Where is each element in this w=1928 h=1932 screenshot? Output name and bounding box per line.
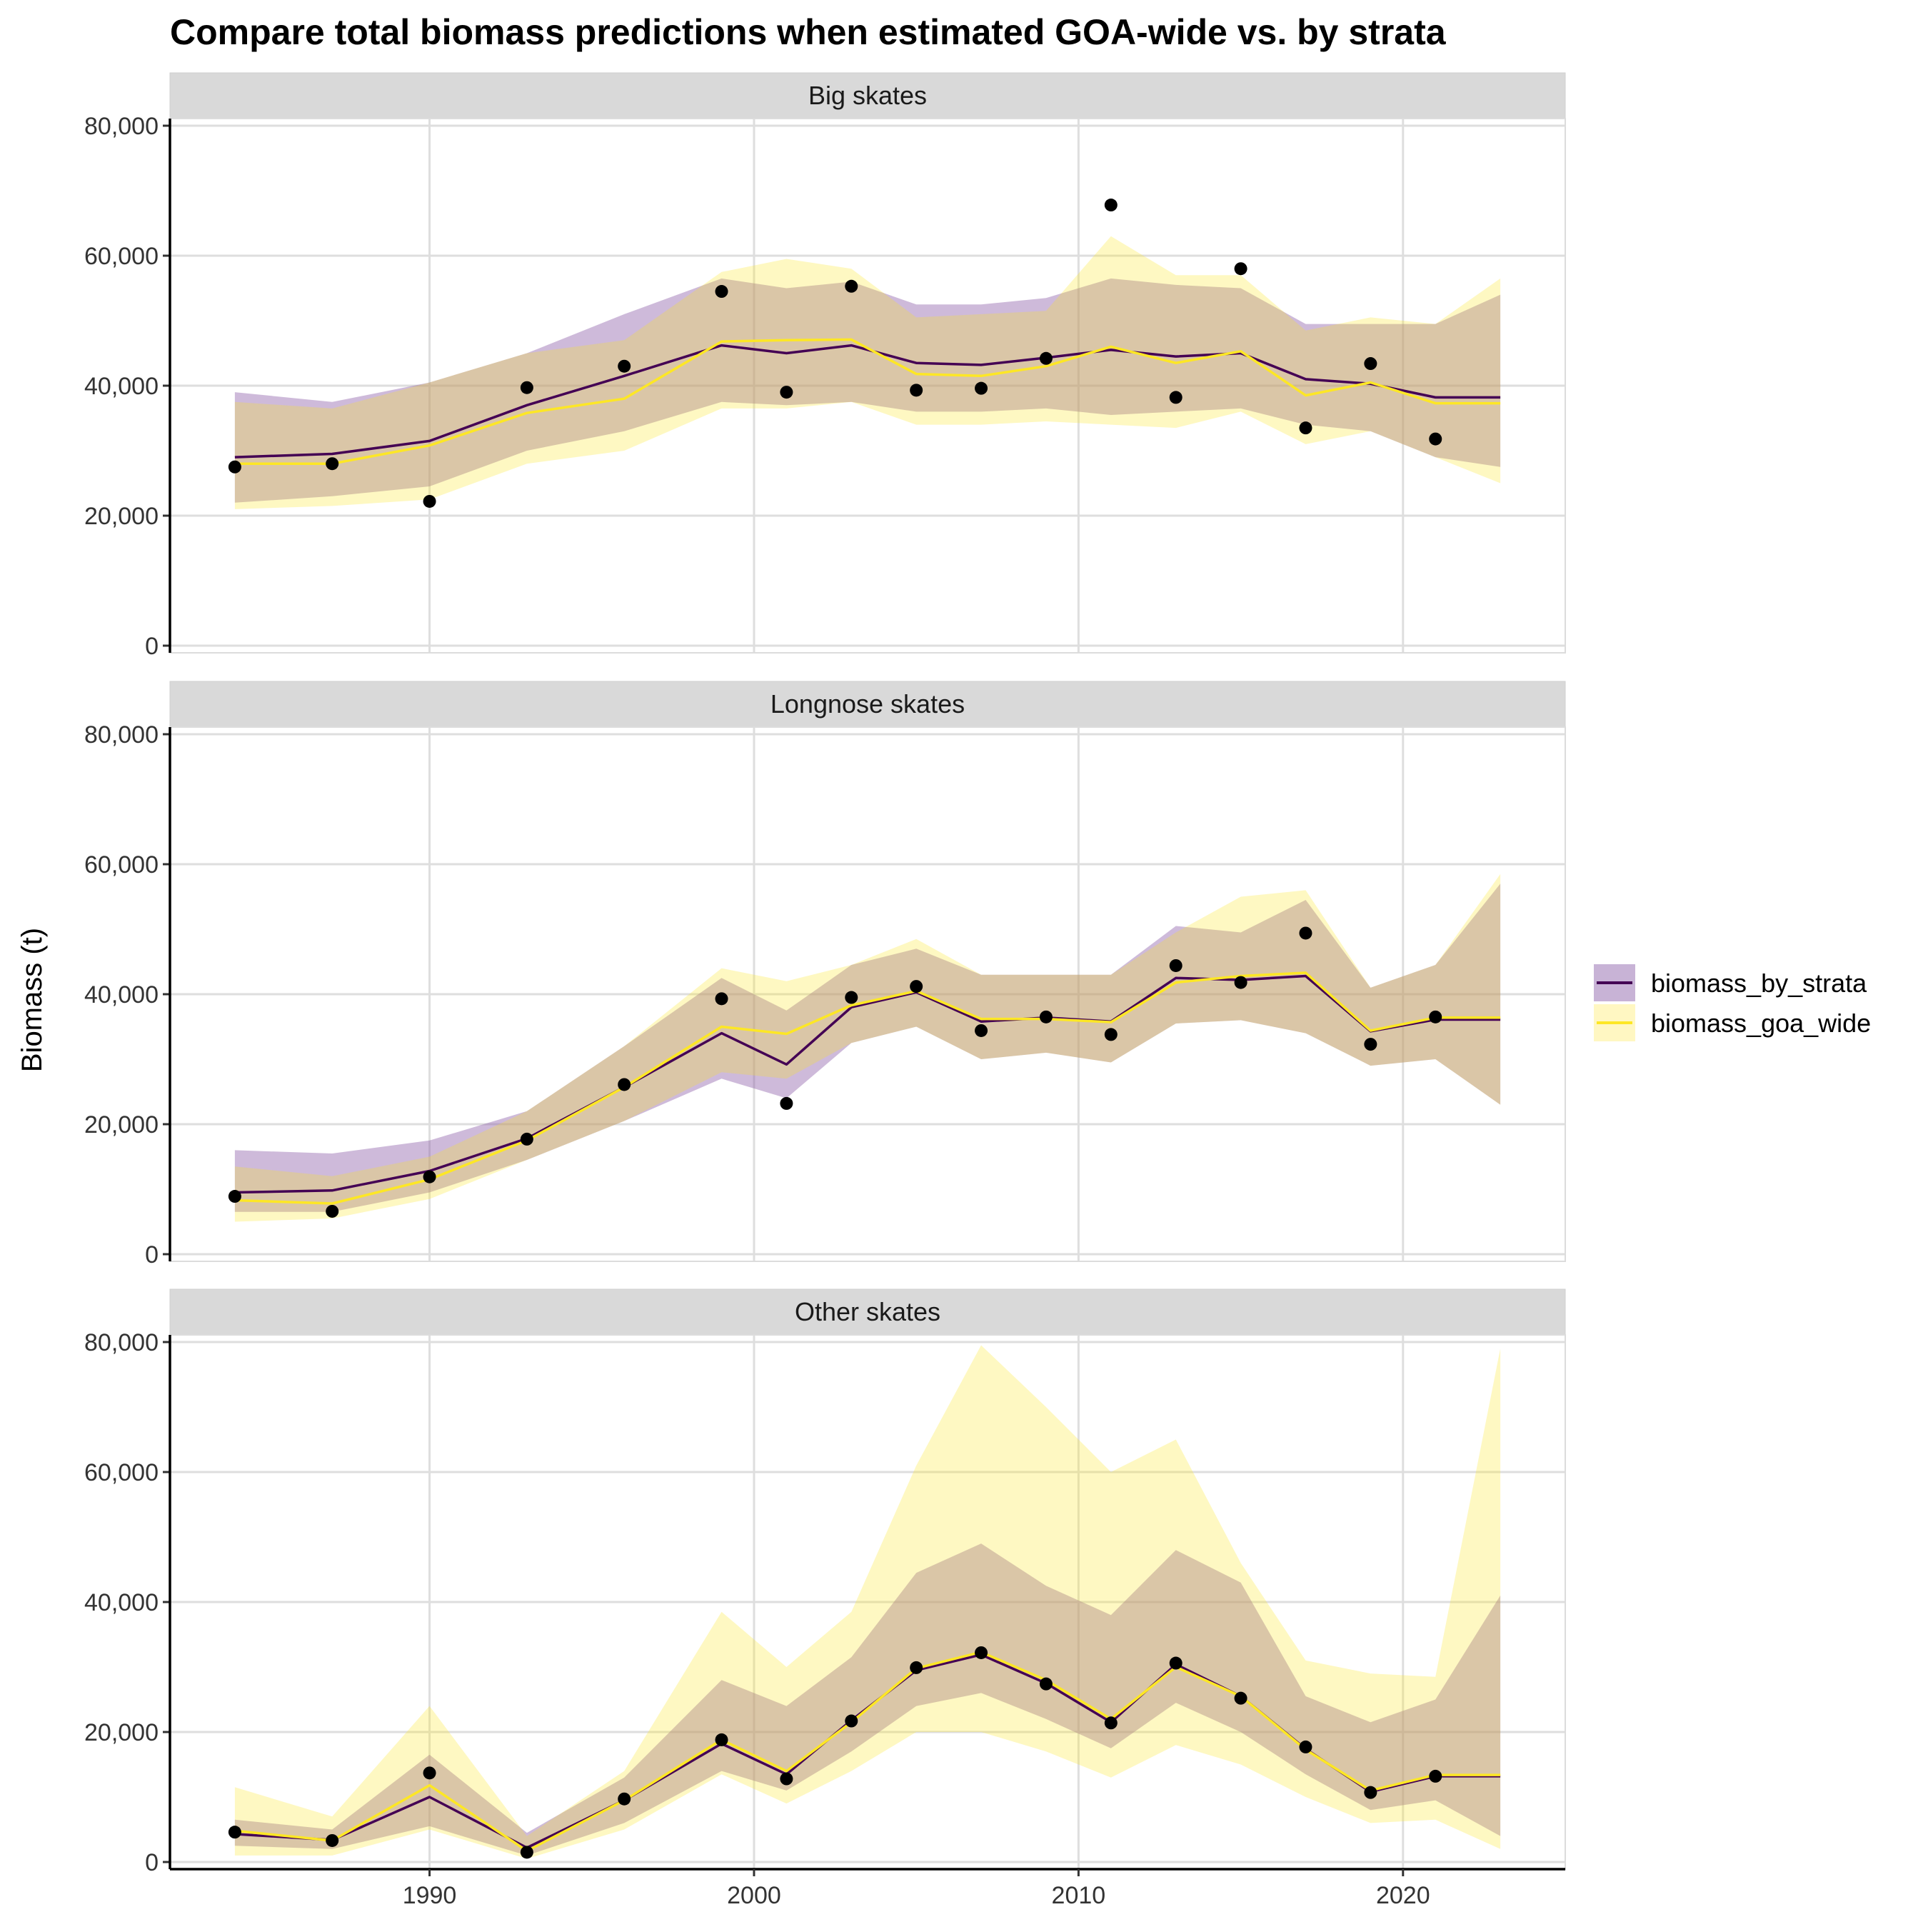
legend-label-biomass-by-strata: biomass_by_strata — [1651, 968, 1867, 998]
panel-other-skates: Other skates 0 20,000 40,000 60,000 80,000 — [84, 1288, 1566, 1876]
y-tick-label-big-skates-40000: 40,000 — [84, 373, 159, 400]
strip-big-skates — [169, 72, 1566, 119]
x-tick-label-2010: 2010 — [1052, 1882, 1106, 1909]
y-tick-label-big-skates-20000: 20,000 — [84, 503, 159, 530]
point-longnose-skates-2001 — [780, 1096, 793, 1110]
point-longnose-skates-2009 — [1039, 1010, 1053, 1023]
point-longnose-skates-1993 — [520, 1132, 533, 1146]
point-big-skates-2011 — [1104, 199, 1118, 212]
ribbon-biomass-by-strata-longnose-skates — [234, 884, 1501, 1212]
point-other-skates-2007 — [975, 1646, 988, 1659]
point-big-skates-2007 — [975, 381, 988, 395]
point-big-skates-2017 — [1299, 421, 1312, 435]
point-other-skates-2013 — [1169, 1656, 1183, 1670]
point-longnose-skates-1990 — [423, 1170, 436, 1183]
line-biomass-goa-wide-big-skates — [234, 338, 1501, 465]
strip-label-big-skates: Big skates — [808, 81, 927, 110]
point-big-skates-2015 — [1234, 262, 1247, 276]
point-other-skates-2005 — [910, 1661, 923, 1674]
strip-label-other-skates: Other skates — [795, 1297, 940, 1326]
x-tick-label-2020: 2020 — [1376, 1882, 1430, 1909]
y-axis-title: Biomass (t) — [16, 928, 48, 1072]
panels: Big skates020,00040,00060,00080,000Longn… — [84, 72, 1566, 1876]
line-biomass-by-strata-longnose-skates — [234, 974, 1501, 1194]
y-tick-label-other-skates-60000: 60,000 — [84, 1459, 159, 1486]
point-other-skates-2021 — [1429, 1769, 1442, 1783]
point-big-skates-1990 — [423, 494, 436, 508]
legend: biomass_by_strata biomass_goa_wide — [1594, 964, 1871, 1041]
strip-label-longnose-skates: Longnose skates — [770, 689, 965, 719]
point-longnose-skates-2007 — [975, 1023, 988, 1037]
point-longnose-skates-2019 — [1364, 1038, 1377, 1051]
point-big-skates-1999 — [715, 285, 728, 299]
strip-longnose-skates — [169, 681, 1566, 728]
point-other-skates-2003 — [845, 1714, 858, 1728]
panel-longnose-skates: Longnose skates 0 20,000 40,000 60,000 80,000 — [84, 681, 1566, 1268]
line-biomass-by-strata-big-skates — [234, 344, 1501, 459]
y-tick-label-other-skates-0: 0 — [145, 1849, 159, 1876]
line-biomass-goa-wide-other-skates — [234, 1651, 1501, 1853]
point-big-skates-2003 — [845, 279, 858, 293]
point-big-skates-2001 — [780, 386, 793, 399]
point-big-skates-1984 — [228, 460, 241, 474]
point-longnose-skates-1987 — [326, 1204, 339, 1218]
point-longnose-skates-1996 — [618, 1078, 631, 1091]
y-tick-label-longnose-skates-40000: 40,000 — [84, 981, 159, 1008]
point-big-skates-2009 — [1039, 351, 1053, 365]
point-longnose-skates-2003 — [845, 991, 858, 1004]
y-tick-label-longnose-skates-60000: 60,000 — [84, 851, 159, 879]
point-other-skates-2011 — [1104, 1716, 1118, 1730]
chart-title: Compare total biomass predictions when e… — [170, 12, 1447, 52]
point-other-skates-1996 — [618, 1792, 631, 1806]
x-tick-label-1990: 1990 — [403, 1882, 457, 1909]
point-other-skates-2019 — [1364, 1786, 1377, 1799]
point-longnose-skates-2005 — [910, 980, 923, 993]
point-big-skates-2005 — [910, 384, 923, 397]
point-longnose-skates-2021 — [1429, 1010, 1442, 1023]
point-big-skates-2013 — [1169, 391, 1183, 404]
y-tick-label-big-skates-60000: 60,000 — [84, 243, 159, 270]
point-big-skates-1993 — [520, 381, 533, 394]
y-tick-label-other-skates-40000: 40,000 — [84, 1589, 159, 1616]
point-longnose-skates-2017 — [1299, 926, 1312, 940]
y-tick-label-big-skates-0: 0 — [145, 633, 159, 660]
panel-big-skates: Big skates 0 20,000 40,000 60,000 80,000 — [84, 72, 1566, 660]
point-other-skates-2015 — [1234, 1691, 1247, 1705]
point-longnose-skates-1999 — [715, 992, 728, 1006]
point-longnose-skates-2011 — [1104, 1028, 1118, 1041]
point-longnose-skates-1984 — [228, 1190, 241, 1203]
y-tick-label-big-skates-80000: 80,000 — [84, 113, 159, 140]
x-tick-label-2000: 2000 — [727, 1882, 781, 1909]
ribbon-biomass-by-strata-other-skates — [234, 1543, 1501, 1856]
y-tick-label-other-skates-20000: 20,000 — [84, 1719, 159, 1746]
point-other-skates-1984 — [228, 1826, 241, 1839]
point-other-skates-2017 — [1299, 1740, 1312, 1753]
ribbon-biomass-goa-wide-big-skates — [234, 236, 1501, 509]
point-big-skates-2019 — [1364, 357, 1377, 371]
point-big-skates-1996 — [618, 359, 631, 373]
point-other-skates-1987 — [326, 1833, 339, 1847]
x-axis: 1990 2000 2010 2020 — [170, 1868, 1565, 1909]
point-longnose-skates-2015 — [1234, 976, 1247, 989]
point-other-skates-1990 — [423, 1766, 436, 1780]
point-big-skates-2021 — [1429, 432, 1442, 446]
y-tick-label-longnose-skates-20000: 20,000 — [84, 1111, 159, 1138]
point-other-skates-1999 — [715, 1733, 728, 1746]
y-tick-label-longnose-skates-0: 0 — [145, 1241, 159, 1268]
legend-label-biomass-goa-wide: biomass_goa_wide — [1651, 1008, 1871, 1038]
point-longnose-skates-2013 — [1169, 959, 1183, 972]
point-other-skates-1993 — [520, 1846, 533, 1859]
ribbon-biomass-goa-wide-other-skates — [234, 1345, 1501, 1859]
strip-other-skates — [169, 1288, 1566, 1336]
ribbon-biomass-by-strata-big-skates — [234, 278, 1501, 503]
point-other-skates-2009 — [1039, 1677, 1053, 1691]
line-biomass-goa-wide-longnose-skates — [234, 971, 1501, 1205]
y-tick-label-longnose-skates-80000: 80,000 — [84, 721, 159, 749]
y-tick-label-other-skates-80000: 80,000 — [84, 1329, 159, 1356]
point-other-skates-2001 — [780, 1772, 793, 1786]
point-big-skates-1987 — [326, 457, 339, 471]
ribbon-biomass-goa-wide-longnose-skates — [234, 874, 1501, 1222]
